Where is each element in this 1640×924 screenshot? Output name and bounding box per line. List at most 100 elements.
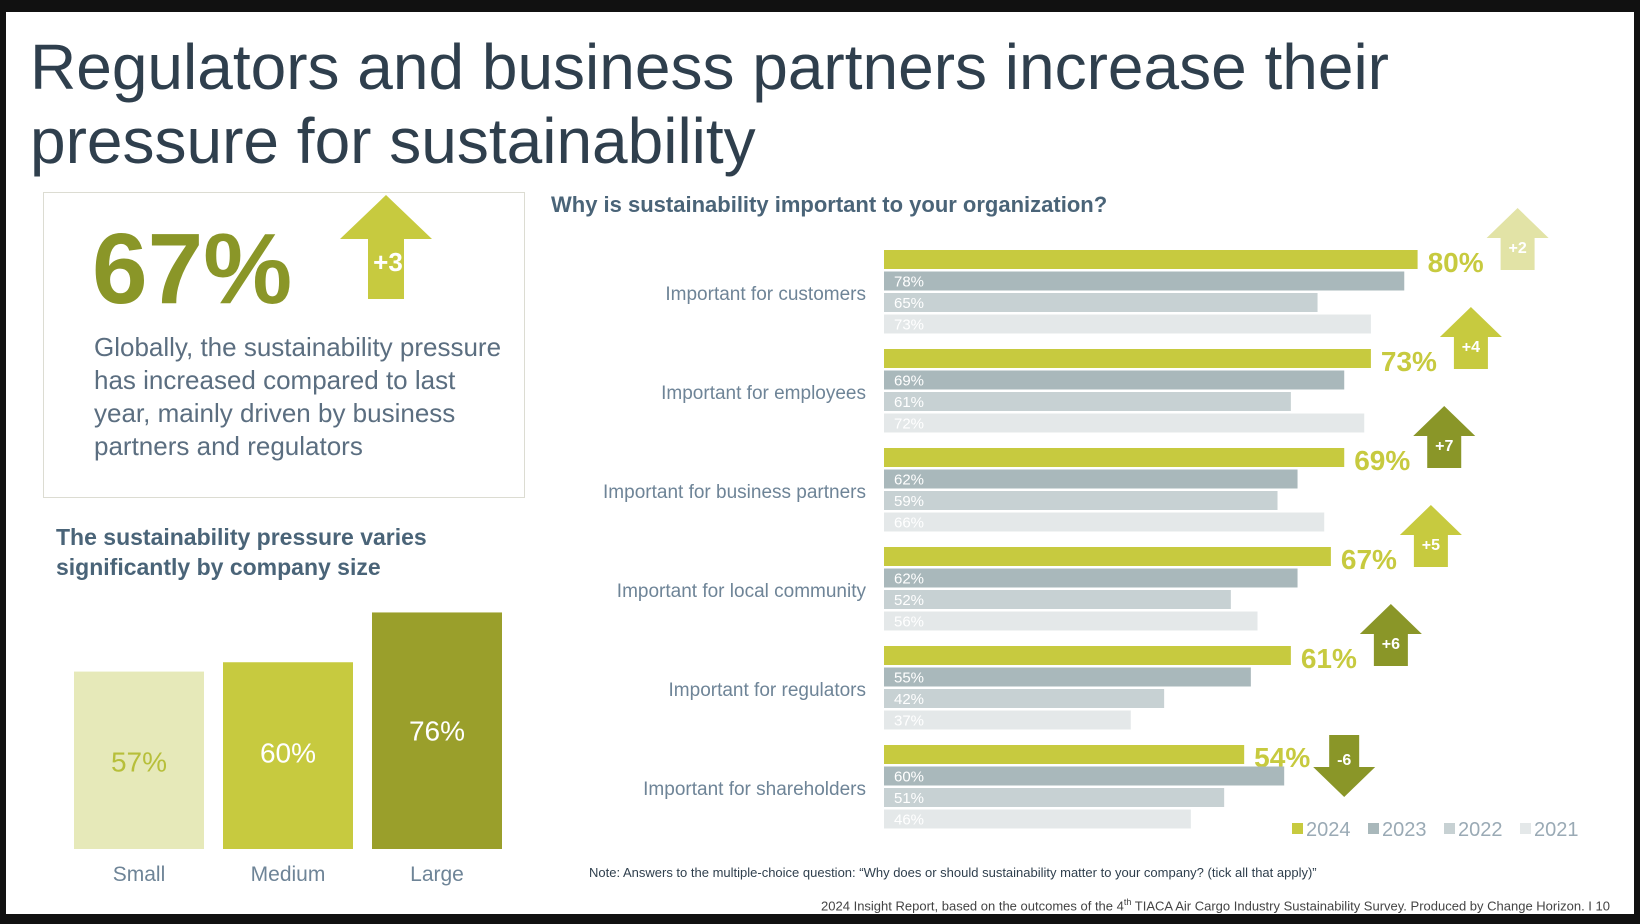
highlight-card: 67% +3 Globally, the sustainability pres… — [43, 192, 525, 498]
bar-2022-value-label: 65% — [894, 295, 924, 312]
category-label: Important for regulators — [669, 680, 866, 701]
bar-2024-value-label: 61% — [1301, 643, 1357, 674]
legend-label-2021: 2021 — [1534, 819, 1579, 841]
change-arrow-shape — [1486, 208, 1549, 270]
size-category-label: Medium — [251, 863, 326, 886]
highlight-value: 67% — [92, 213, 293, 325]
bar-2022-value-label: 52% — [894, 592, 924, 609]
bar-2024 — [884, 745, 1245, 764]
size-bar-value-label: 60% — [260, 737, 316, 768]
bar-2021 — [884, 611, 1258, 631]
up-arrow-icon: +6 — [1359, 604, 1422, 666]
bar-2021-value-label: 46% — [894, 812, 924, 829]
up-arrow-shape — [340, 195, 432, 299]
size-category-label: Large — [410, 863, 464, 886]
change-arrow-shape — [1399, 505, 1462, 567]
bar-2021 — [884, 512, 1325, 532]
bar-2022-value-label: 42% — [894, 691, 924, 708]
bar-2022-value-label: 61% — [894, 394, 924, 411]
size-bar — [372, 612, 502, 849]
bar-2021 — [884, 710, 1131, 730]
bar-2021 — [884, 314, 1371, 334]
bar-2023-value-label: 55% — [894, 670, 924, 687]
bar-2023 — [884, 766, 1285, 786]
main-chart-title: Why is sustainability important to your … — [551, 192, 1108, 217]
up-arrow-icon: +4 — [1439, 307, 1502, 369]
legend-swatch-2023 — [1368, 823, 1379, 834]
category-label: Important for business partners — [603, 482, 866, 503]
importance-bar-chart: Important for customers 80% 78% 65% 73% +2 Imp… — [603, 208, 1579, 841]
change-label: -6 — [1337, 752, 1351, 769]
size-category-label: Small — [113, 863, 166, 886]
company-size-chart: 57% Small 60% Medium 76% Large — [74, 612, 502, 886]
legend-swatch-2024 — [1292, 823, 1303, 834]
bar-2021-value-label: 56% — [894, 614, 924, 631]
footer-superscript: th — [1123, 897, 1132, 907]
page-title: Regulators and business partners increas… — [30, 31, 1389, 177]
bar-2024 — [884, 250, 1418, 269]
bar-2022 — [884, 689, 1165, 708]
down-arrow-icon: -6 — [1313, 735, 1376, 797]
bar-2024 — [884, 547, 1331, 566]
footer-text-after: TIACA Air Cargo Industry Sustainability … — [1131, 898, 1610, 914]
size-chart-heading: The sustainability pressure varies signi… — [56, 524, 427, 580]
bar-2024-value-label: 67% — [1341, 544, 1397, 575]
bar-2022-value-label: 51% — [894, 790, 924, 807]
size-bar — [223, 662, 353, 849]
bar-2024 — [884, 448, 1345, 467]
bar-2024-value-label: 80% — [1428, 247, 1484, 278]
change-arrow-shape — [1413, 406, 1476, 468]
legend-label-2024: 2024 — [1306, 819, 1351, 841]
legend-swatch-2022 — [1444, 823, 1455, 834]
footer-text-before: 2024 Insight Report, based on the outcom… — [821, 898, 1124, 914]
up-arrow-icon: +2 — [1486, 208, 1549, 270]
bar-2023 — [884, 271, 1405, 291]
footer-source: 2024 Insight Report, based on the outcom… — [821, 897, 1610, 913]
bar-2024 — [884, 349, 1371, 368]
bar-2023-value-label: 62% — [894, 571, 924, 588]
size-bar — [74, 671, 204, 849]
legend-label-2022: 2022 — [1458, 819, 1503, 841]
bar-2023 — [884, 667, 1251, 687]
bar-2021-value-label: 72% — [894, 416, 924, 433]
bar-2023-value-label: 69% — [894, 373, 924, 390]
change-arrow-shape — [1439, 307, 1502, 369]
change-arrow-shape — [1313, 735, 1376, 797]
bar-2021-value-label: 37% — [894, 713, 924, 730]
legend-label-2023: 2023 — [1382, 819, 1427, 841]
bar-2023-value-label: 62% — [894, 472, 924, 489]
up-arrow-icon: +3 — [340, 195, 432, 299]
bar-2024 — [884, 646, 1291, 665]
bar-2021 — [884, 809, 1191, 829]
bar-2023 — [884, 469, 1298, 489]
change-label: +2 — [1508, 240, 1526, 257]
bar-2021 — [884, 413, 1365, 433]
up-arrow-icon: +7 — [1413, 406, 1476, 468]
bar-2022-value-label: 59% — [894, 493, 924, 510]
bar-2022 — [884, 590, 1231, 609]
category-label: Important for employees — [661, 383, 866, 404]
bar-2023-value-label: 78% — [894, 274, 924, 291]
category-label: Important for local community — [617, 581, 867, 602]
up-arrow-icon: +5 — [1399, 505, 1462, 567]
highlight-change: +3 — [373, 247, 403, 277]
legend-swatch-2021 — [1520, 823, 1531, 834]
bar-2022 — [884, 788, 1225, 807]
bar-2021-value-label: 66% — [894, 515, 924, 532]
size-bar-value-label: 76% — [409, 715, 465, 746]
bar-2023 — [884, 370, 1345, 390]
bar-2022 — [884, 293, 1318, 312]
bar-2022 — [884, 392, 1291, 411]
bar-2024-value-label: 73% — [1381, 346, 1437, 377]
change-label: +5 — [1422, 537, 1440, 554]
bar-2024-value-label: 69% — [1354, 445, 1410, 476]
size-bar-value-label: 57% — [111, 747, 167, 778]
category-label: Important for customers — [665, 284, 866, 305]
bar-2023 — [884, 568, 1298, 588]
bar-2023-value-label: 60% — [894, 769, 924, 786]
chart-note: Note: Answers to the multiple-choice que… — [589, 865, 1317, 880]
bar-2022 — [884, 491, 1278, 510]
change-label: +6 — [1382, 636, 1400, 653]
change-label: +7 — [1435, 438, 1453, 455]
